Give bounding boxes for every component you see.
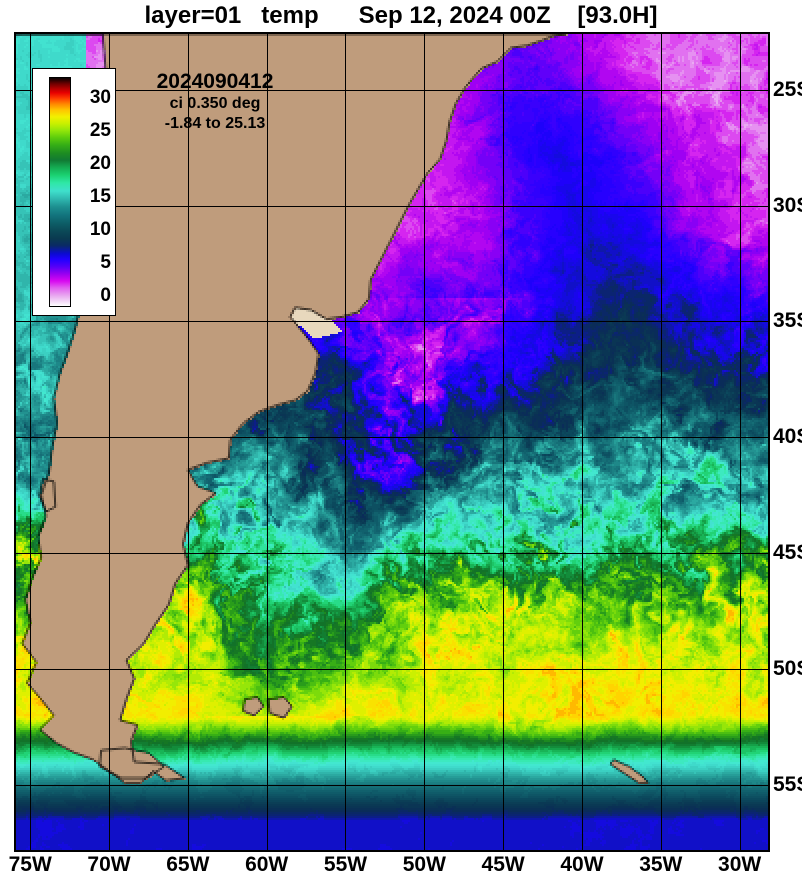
annotation-block: 2024090412 ci 0.350 deg -1.84 to 25.13 xyxy=(120,70,310,134)
colorbar-tick-10: 10 xyxy=(89,219,111,240)
colorbar-tick-30: 30 xyxy=(89,87,111,108)
figure-title: layer=01 temp Sep 12, 2024 00Z [93.0H] xyxy=(144,2,658,29)
colorbar-tick-5: 5 xyxy=(100,252,111,273)
x-tick-50W: 50W xyxy=(402,853,446,876)
y-tick-30S: 30S xyxy=(773,193,802,217)
y-tick-45S: 45S xyxy=(773,541,802,565)
x-tick-70W: 70W xyxy=(87,853,131,876)
x-tick-75W: 75W xyxy=(8,853,52,876)
y-tick-35S: 35S xyxy=(773,309,802,333)
colorbar-tick-20: 20 xyxy=(89,153,111,174)
colorbar-tick-25: 25 xyxy=(89,120,111,141)
colorbar-tick-0: 0 xyxy=(100,285,111,306)
grid-line-lon-35W xyxy=(661,34,662,850)
colorbar-gradient xyxy=(49,77,71,307)
annotation-value-range: -1.84 to 25.13 xyxy=(164,115,266,132)
grid-line-lat-55S xyxy=(16,785,768,786)
grid-line-lat-30S xyxy=(16,206,768,207)
grid-line-lon-55W xyxy=(345,34,346,850)
grid-line-lon-50W xyxy=(424,34,425,850)
y-tick-55S: 55S xyxy=(773,773,802,797)
grid-line-lat-25S xyxy=(16,90,768,91)
grid-line-lon-65W xyxy=(188,34,189,850)
colorbar-legend-panel: 30 25 20 15 10 5 0 xyxy=(32,68,116,316)
x-tick-65W: 65W xyxy=(166,853,210,876)
grid-line-lon-30W xyxy=(740,34,741,850)
grid-line-lon-60W xyxy=(267,34,268,850)
map-plot-area[interactable]: 30 25 20 15 10 5 0 2024090412 ci 0.350 d… xyxy=(14,32,770,852)
x-tick-55W: 55W xyxy=(323,853,368,876)
colorbar-tick-15: 15 xyxy=(89,186,111,207)
grid-line-lat-35S xyxy=(16,321,768,322)
x-tick-45W: 45W xyxy=(481,853,525,876)
x-tick-30W: 30W xyxy=(718,853,762,876)
grid-line-lat-50S xyxy=(16,669,768,670)
x-tick-40W: 40W xyxy=(560,853,604,876)
grid-line-lat-45S xyxy=(16,553,768,554)
annotation-contour-interval: ci 0.350 deg xyxy=(169,95,261,112)
map-canvas-wrapper xyxy=(16,34,768,850)
grid-line-lon-45W xyxy=(503,34,504,850)
grid-line-lat-40S xyxy=(16,437,768,438)
grid-line-lon-75W xyxy=(30,34,31,850)
x-tick-35W: 35W xyxy=(639,853,683,876)
y-tick-50S: 50S xyxy=(773,657,802,681)
y-tick-25S: 25S xyxy=(773,77,802,101)
annotation-date-stamp: 2024090412 xyxy=(156,70,274,93)
grid-line-lon-40W xyxy=(582,34,583,850)
x-tick-60W: 60W xyxy=(245,853,289,876)
y-tick-40S: 40S xyxy=(773,425,802,449)
grid-line-lon-70W xyxy=(109,34,110,850)
sst-field-canvas xyxy=(16,34,768,850)
